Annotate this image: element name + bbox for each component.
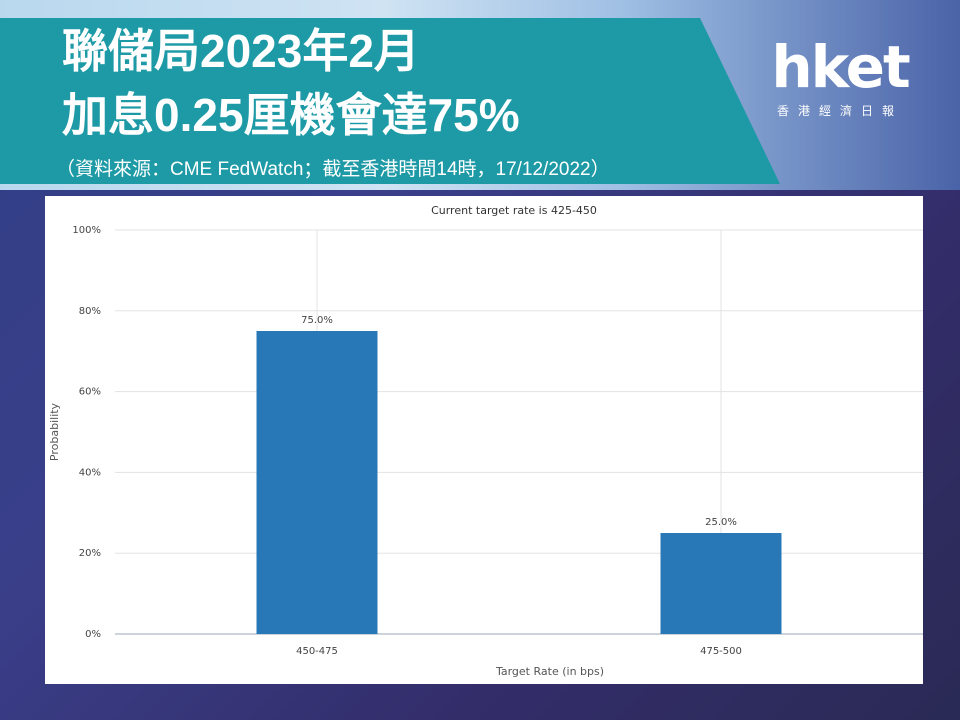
- logo-subtitle: 香港經濟日報: [760, 102, 920, 119]
- logo-wordmark: hket: [760, 36, 920, 98]
- headline-title-line-1: 聯儲局2023年2月: [62, 28, 420, 74]
- y-tick-label: 20%: [79, 548, 101, 559]
- bar-475-500: [661, 533, 782, 634]
- headline-title-line-2: 加息0.25厘機會達75%: [62, 92, 520, 138]
- chart-title: Current target rate is 425-450: [431, 204, 597, 217]
- bar-data-label: 75.0%: [301, 315, 333, 326]
- x-tick-label: 450-475: [296, 646, 338, 657]
- bars: [257, 331, 782, 634]
- x-axis-label: Target Rate (in bps): [495, 665, 604, 678]
- gridlines: [115, 230, 923, 634]
- y-axis-label: Probability: [48, 402, 61, 461]
- chart-text: Current target rate is 425-450 Target Ra…: [48, 204, 742, 678]
- chart-panel: Current target rate is 425-450 Target Ra…: [45, 196, 923, 684]
- hket-logo: hket 香港經濟日報: [760, 36, 920, 126]
- y-tick-label: 60%: [79, 387, 101, 398]
- y-tick-label: 80%: [79, 306, 101, 317]
- probability-bar-chart: Current target rate is 425-450 Target Ra…: [45, 196, 923, 684]
- y-tick-label: 100%: [72, 225, 101, 236]
- y-tick-label: 40%: [79, 467, 101, 478]
- bar-450-475: [257, 331, 378, 634]
- bar-data-label: 25.0%: [705, 517, 737, 528]
- x-tick-label: 475-500: [700, 646, 742, 657]
- source-note: （資料來源：CME FedWatch；截至香港時間14時，17/12/2022）: [56, 154, 610, 181]
- y-tick-label: 0%: [85, 629, 101, 640]
